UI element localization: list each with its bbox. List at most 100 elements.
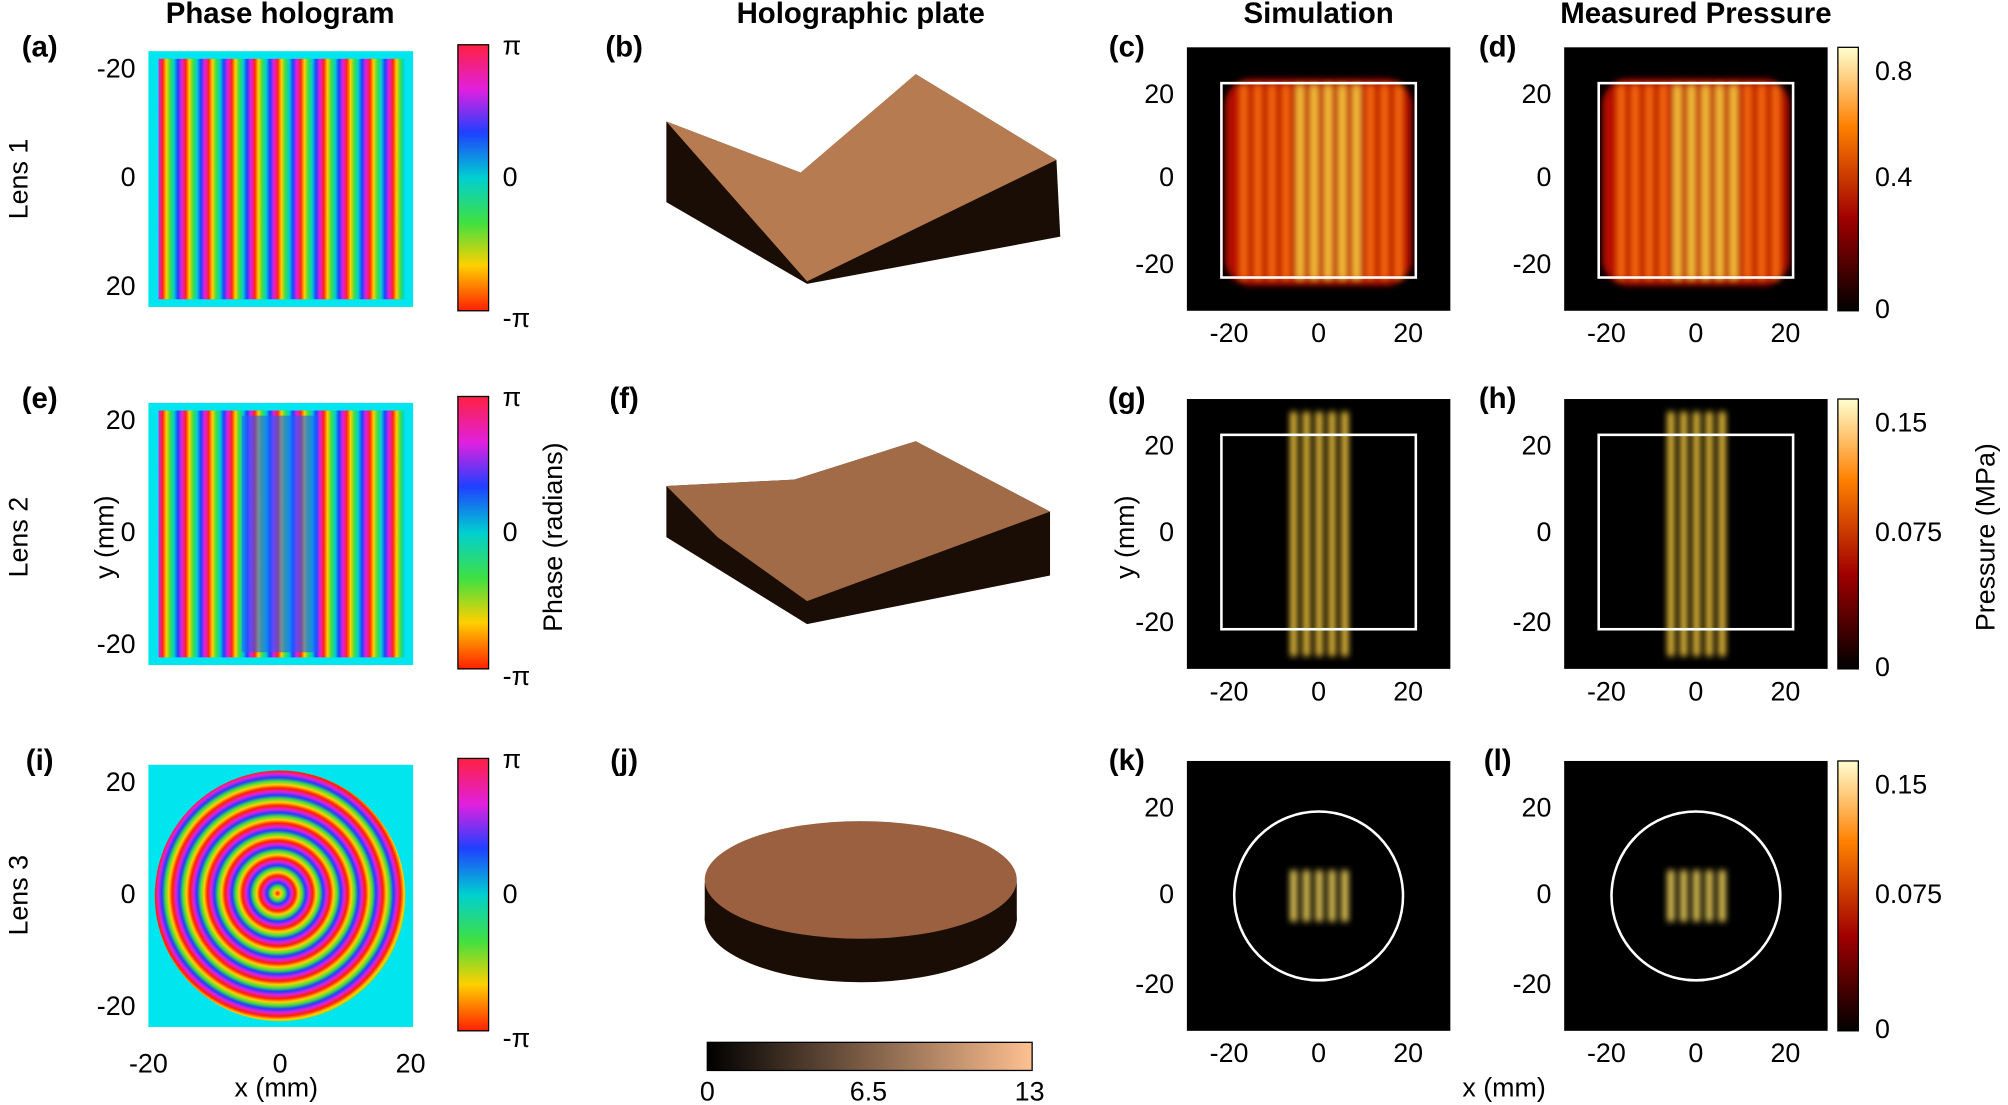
y-tick-label: 20 — [1522, 431, 1552, 461]
colorbar-tick-label: 0.075 — [1875, 517, 1942, 547]
field-pattern — [1290, 870, 1349, 922]
panel-label: (c) — [1109, 30, 1145, 63]
x-tick-label: -20 — [1587, 676, 1626, 706]
column-title: Measured Pressure — [1560, 0, 1831, 30]
colorbar-tick-label: 0.15 — [1875, 408, 1927, 438]
panel-label: (h) — [1479, 382, 1517, 415]
colorbar-tick-label: -π — [503, 1023, 530, 1053]
field-stripe — [1367, 85, 1374, 279]
field-pattern — [1225, 79, 1412, 286]
colorbar-tick-label: 0 — [1875, 1014, 1890, 1044]
field-stripe — [1328, 411, 1336, 657]
y-tick-label: 20 — [106, 405, 136, 435]
field-stripe — [1282, 85, 1290, 279]
y-tick-label: 0 — [1536, 879, 1551, 909]
field-stripe — [1290, 411, 1297, 657]
axis-label: y (mm) — [89, 495, 119, 578]
colorbar-tick-label: 6.5 — [850, 1077, 887, 1105]
colorbar-tick-label: 0 — [503, 162, 518, 192]
x-tick-label: 20 — [1393, 1038, 1423, 1068]
field-stripe — [1353, 85, 1360, 279]
colorbar-tick-label: 13 — [1015, 1077, 1045, 1105]
field-stripe — [1316, 870, 1323, 922]
field-stripe — [1772, 85, 1780, 279]
y-tick-label: 0 — [1536, 517, 1551, 547]
y-tick-label: 0 — [121, 162, 136, 192]
colorbar-tick-label: 0.8 — [1875, 56, 1912, 86]
y-tick-label: -20 — [1135, 969, 1174, 999]
field-stripe — [1303, 411, 1310, 657]
field-stripe — [1240, 85, 1247, 279]
axis-label: x (mm) — [235, 1073, 318, 1103]
y-tick-label: -20 — [97, 53, 136, 83]
pressure-colorbar — [1837, 760, 1859, 1032]
column-title: Phase hologram — [166, 0, 395, 30]
y-tick-label: 20 — [1522, 793, 1552, 823]
field-stripe — [1674, 85, 1681, 279]
field-stripe — [1268, 85, 1276, 279]
colorbar-tick-label: 0 — [1875, 294, 1890, 324]
axis-label: y (mm) — [1110, 495, 1140, 578]
y-tick-label: 0 — [121, 879, 136, 909]
field-stripe — [1310, 85, 1318, 279]
field-stripe — [1716, 85, 1723, 279]
y-tick-label: 20 — [1144, 79, 1174, 109]
field-pattern — [1667, 411, 1726, 657]
column-title: Simulation — [1243, 0, 1393, 30]
y-tick-label: 0 — [1536, 162, 1551, 192]
y-tick-label: -20 — [1513, 607, 1552, 637]
field-stripe — [1667, 870, 1675, 922]
field-stripe — [1631, 85, 1639, 279]
field-stripe — [1688, 85, 1695, 279]
y-tick-label: -20 — [1513, 249, 1552, 279]
y-tick-label: 0 — [1159, 879, 1174, 909]
field-stripe — [1758, 85, 1765, 279]
x-tick-label: 0 — [1311, 318, 1326, 348]
field-pattern — [1290, 411, 1349, 657]
field-stripe — [1680, 870, 1687, 922]
field-stripe — [1617, 85, 1625, 279]
field-stripe — [1341, 411, 1349, 657]
x-tick-label: 20 — [1393, 318, 1423, 348]
x-tick-label: 20 — [1393, 676, 1423, 706]
roi-box — [1597, 81, 1795, 279]
y-tick-label: -20 — [1135, 607, 1174, 637]
colorbar-tick-label: 0.4 — [1875, 162, 1912, 192]
plate-top — [666, 74, 1057, 282]
colorbar-tick-label: -π — [503, 661, 530, 691]
x-tick-label: 0 — [1688, 1038, 1703, 1068]
field-stripe — [1341, 870, 1349, 922]
colorbar-tick-label: 0 — [503, 517, 518, 547]
roi-box — [1220, 433, 1418, 631]
plate-top — [666, 441, 1051, 602]
x-tick-label: 20 — [396, 1048, 426, 1078]
x-tick-label: 0 — [273, 1048, 288, 1078]
y-tick-label: 20 — [106, 271, 136, 301]
x-tick-label: 0 — [1688, 318, 1703, 348]
panel-label: (j) — [610, 744, 638, 777]
panel-label: (f) — [609, 382, 638, 415]
panel-label: (l) — [1484, 744, 1512, 777]
panel-label: (a) — [22, 30, 58, 63]
field-stripe — [1254, 85, 1262, 279]
field-pattern — [1667, 870, 1726, 922]
field-stripe — [1296, 85, 1304, 279]
y-tick-label: -20 — [97, 991, 136, 1021]
hologram-circle — [154, 770, 406, 1022]
colorbar-tick-label: π — [503, 30, 522, 60]
row-label: Lens 1 — [4, 139, 34, 220]
field-stripe — [1706, 870, 1713, 922]
field-stripe — [1646, 85, 1653, 279]
hologram-center — [241, 415, 319, 653]
y-tick-label: -20 — [97, 629, 136, 659]
y-tick-label: 0 — [1159, 517, 1174, 547]
field-stripe — [1303, 870, 1310, 922]
x-tick-label: -20 — [129, 1048, 168, 1078]
field-pattern — [1602, 79, 1790, 286]
colorbar-tick-label: 0 — [503, 879, 518, 909]
field-stripe — [1290, 870, 1297, 922]
roi-circle — [1610, 810, 1782, 982]
field-stripe — [1381, 85, 1388, 279]
